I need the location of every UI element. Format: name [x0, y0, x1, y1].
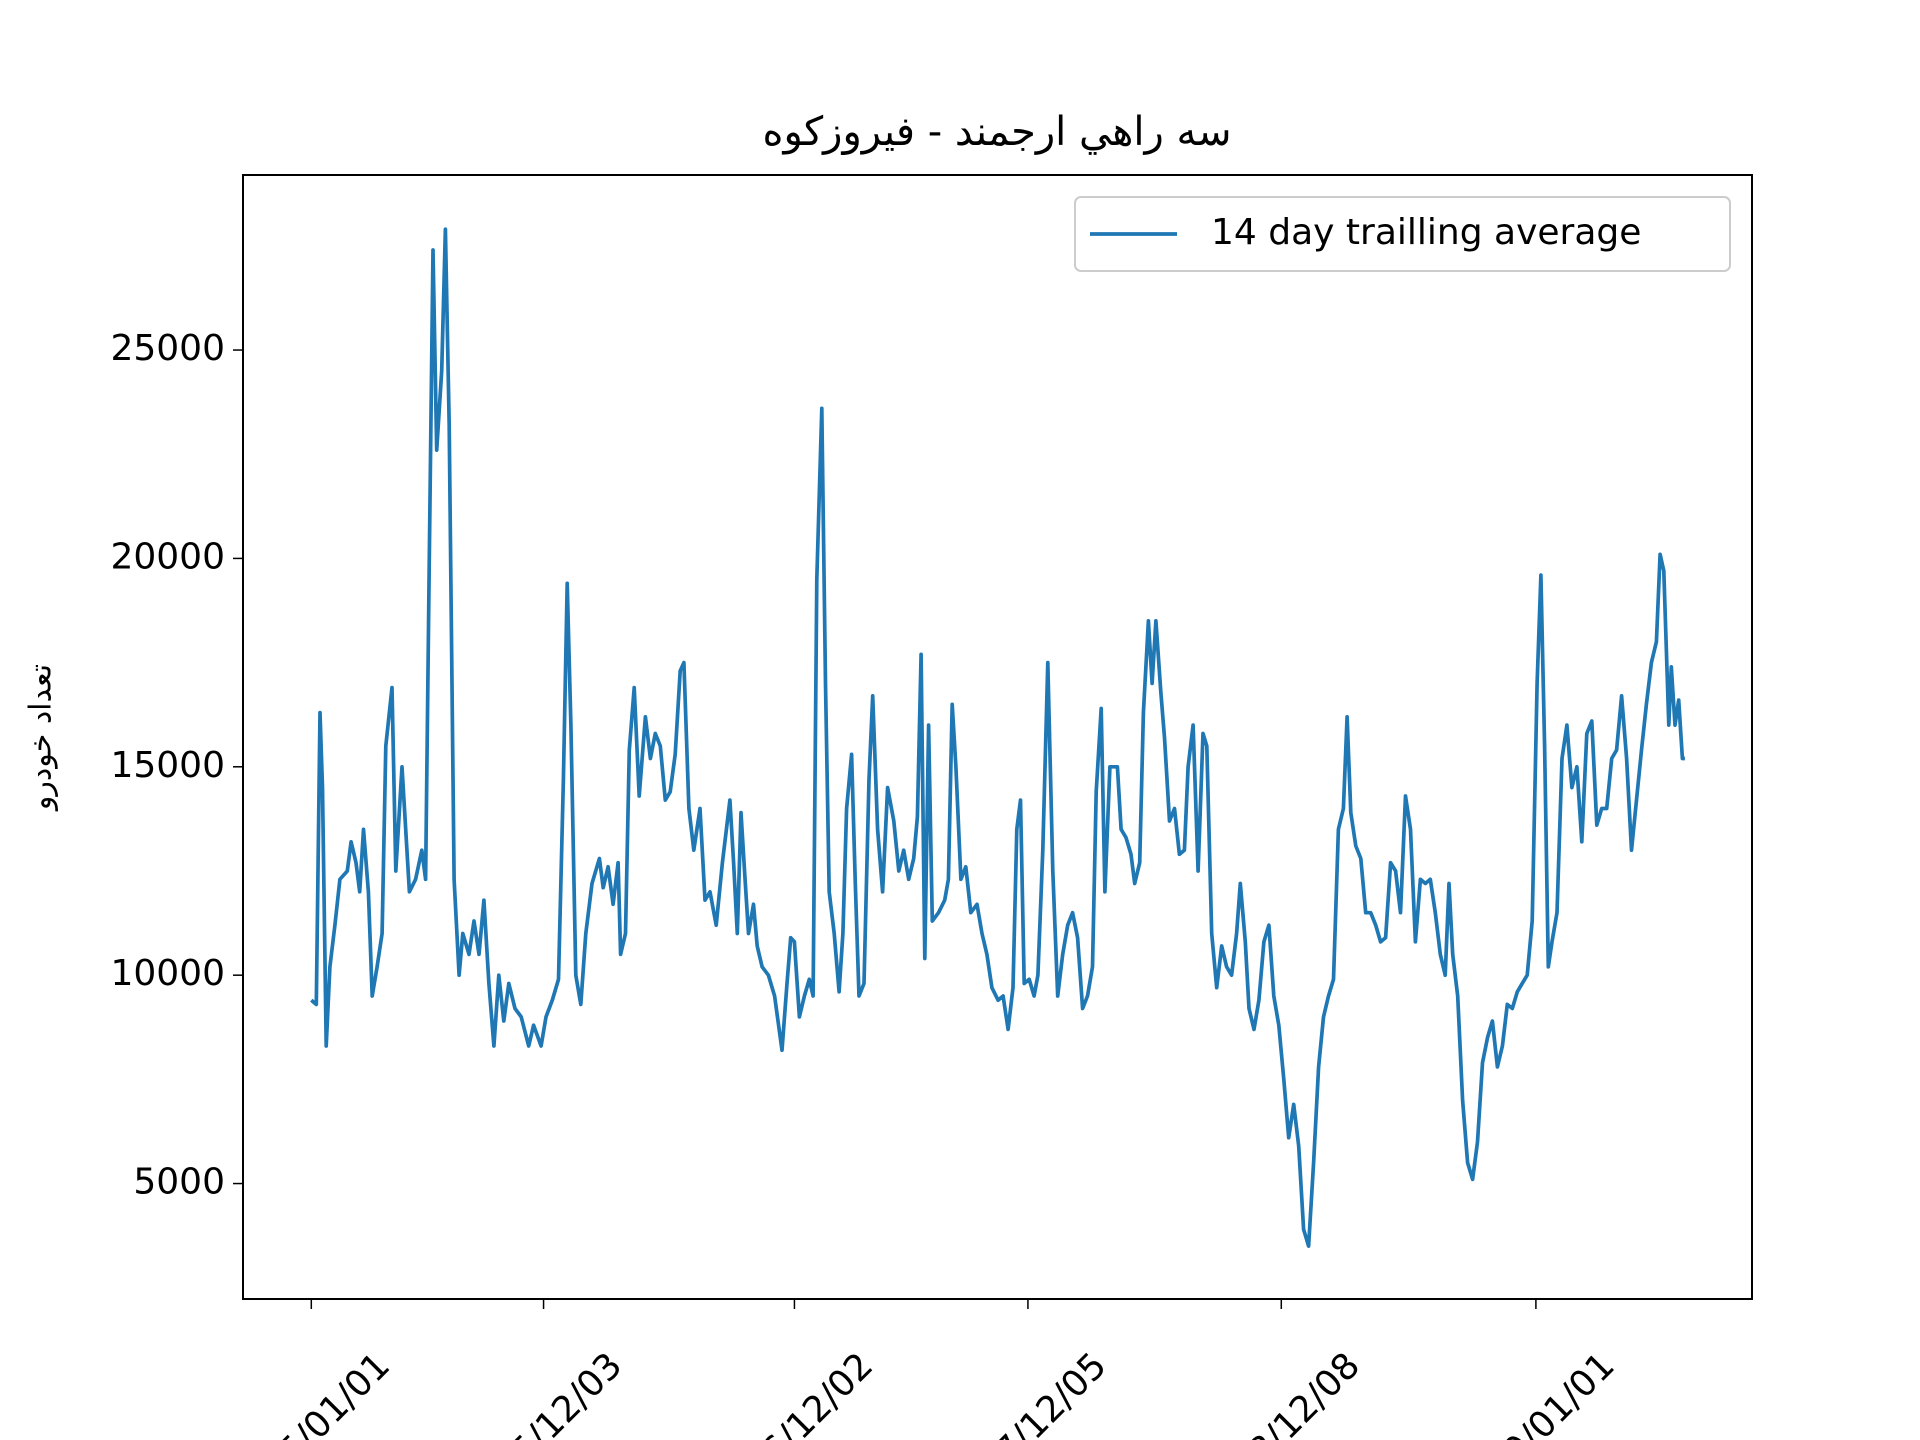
data-line — [310, 227, 1685, 1248]
chart-title: سه راهي ارجمند - فيروزكوه — [762, 109, 1231, 155]
y-tick-label: 15000 — [110, 745, 225, 786]
y-tick-label: 25000 — [110, 328, 225, 369]
legend-box — [1074, 196, 1731, 272]
y-tick-label: 20000 — [110, 536, 225, 577]
plot-frame — [242, 174, 1753, 1300]
y-tick-label: 5000 — [133, 1162, 225, 1203]
legend-label: 14 day trailling average — [1211, 212, 1641, 253]
y-tick-label: 10000 — [110, 953, 225, 994]
y-axis-label: تعداد خودرو — [24, 664, 59, 812]
